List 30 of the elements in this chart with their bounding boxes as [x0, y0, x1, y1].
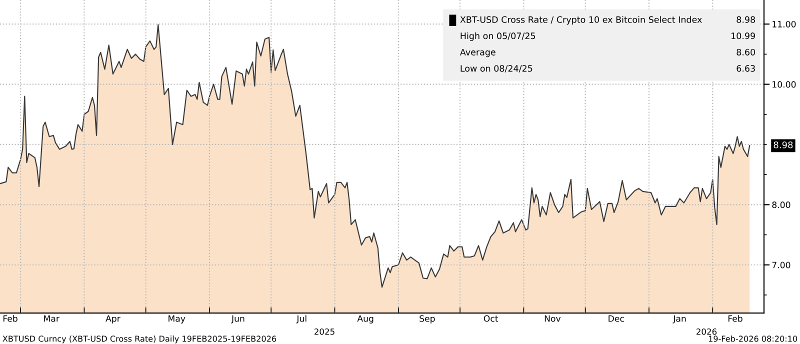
- x-tick-label: Sep: [420, 315, 435, 324]
- x-tick-label: Dec: [608, 315, 624, 322]
- x-tick-label: Apr: [106, 315, 120, 324]
- annotation: Low on 08/24/25: [460, 65, 532, 72]
- x-tick-label: Feb: [3, 315, 18, 322]
- annotation: 10.99: [732, 32, 755, 40]
- x-tick-label: Feb: [728, 315, 742, 322]
- x-tick-label: Mar: [44, 315, 60, 322]
- annotation: 8.98: [736, 16, 755, 23]
- y-tick-label: 8.00: [772, 202, 790, 208]
- annotation: Average: [460, 48, 496, 58]
- x-tick-label: Nov: [544, 315, 561, 322]
- text: XBTUSD Curncy (XBT-USD Cross Rate) Daily 19FEB2025-19FEB2026: [2, 336, 276, 344]
- annotation: High on 05/07/25: [460, 32, 536, 41]
- text: 19-Feb-2026 08:20:10: [708, 336, 798, 342]
- x-tick-label: Oct: [484, 315, 498, 322]
- annotation: 8.60: [736, 48, 756, 56]
- text: 2025: [314, 328, 334, 335]
- x-tick-label: Aug: [357, 315, 374, 324]
- annotation: 8.98: [774, 141, 793, 148]
- x-tick-label: Jan: [672, 315, 686, 324]
- text: 2026: [696, 328, 717, 335]
- y-tick-label: 11.00: [772, 20, 796, 28]
- text: XBT-USD Cross Rate / Crypto 10 ex Bitcoin Select Index: [460, 16, 702, 25]
- x-tick-label: May: [168, 315, 186, 324]
- x-tick-label: Jun: [231, 315, 244, 324]
- y-tick-label: 7.00: [772, 262, 790, 268]
- annotation: 6.63: [736, 65, 755, 72]
- x-tick-label: Jul: [296, 315, 306, 324]
- y-tick-label: 10.00: [772, 81, 796, 88]
